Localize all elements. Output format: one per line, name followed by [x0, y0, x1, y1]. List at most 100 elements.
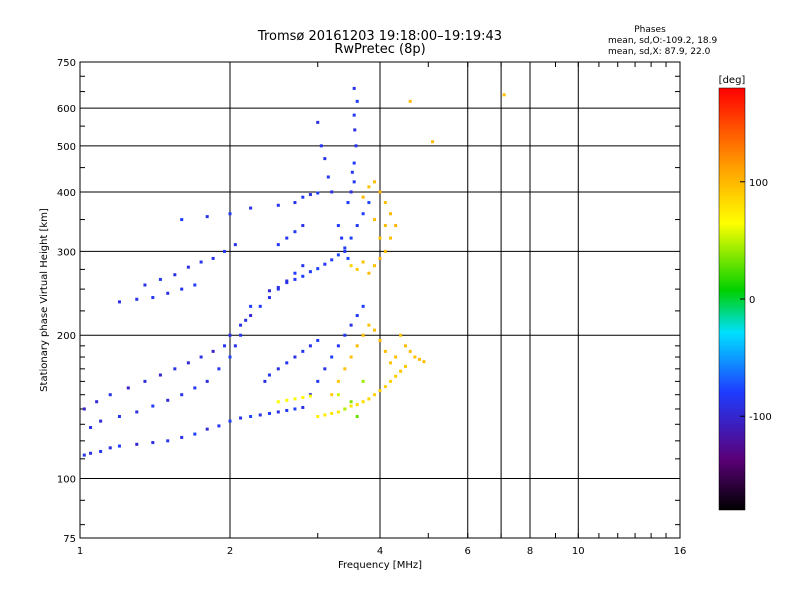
data-point — [336, 379, 340, 383]
data-point — [249, 304, 253, 308]
info-heading: Phases — [634, 25, 666, 35]
data-point — [223, 249, 227, 253]
data-point — [361, 333, 365, 337]
data-point — [502, 93, 506, 97]
data-point — [301, 224, 305, 228]
data-point — [373, 393, 377, 397]
data-point — [180, 393, 184, 397]
data-point — [239, 416, 243, 420]
data-point — [349, 264, 353, 268]
data-point — [355, 99, 359, 103]
data-point — [285, 398, 289, 402]
data-point — [293, 355, 297, 359]
data-point — [89, 451, 93, 455]
title-line2: RwPretec (8p) — [334, 42, 425, 57]
data-point — [166, 398, 170, 402]
data-point — [367, 397, 371, 401]
data-point — [276, 410, 280, 414]
data-point — [336, 410, 340, 414]
info-line-x: mean, sd,X: 87.9, 22.0 — [608, 47, 711, 57]
y-tick-label: 300 — [57, 247, 76, 258]
data-point — [378, 389, 382, 393]
data-point — [336, 393, 340, 397]
data-point — [276, 287, 280, 291]
data-point — [361, 304, 365, 308]
data-point — [399, 333, 403, 337]
data-point — [99, 449, 103, 453]
data-point — [301, 349, 305, 353]
data-point — [158, 277, 162, 281]
data-point — [308, 270, 312, 274]
data-point — [422, 360, 426, 364]
data-point — [285, 361, 289, 365]
data-point — [389, 212, 393, 216]
data-point — [349, 404, 353, 408]
data-point — [117, 300, 121, 304]
info-line-o: mean, sd,O:-109.2, 18.9 — [608, 36, 718, 46]
data-point — [389, 361, 393, 365]
data-point — [249, 206, 253, 210]
data-point — [239, 323, 243, 327]
data-point — [301, 264, 305, 268]
data-point — [267, 373, 271, 377]
data-point — [383, 201, 387, 205]
y-tick-label: 75 — [63, 534, 76, 545]
data-point — [355, 224, 359, 228]
data-point — [217, 367, 221, 371]
data-point — [349, 323, 353, 327]
data-point — [223, 344, 227, 348]
data-point — [355, 267, 359, 271]
data-point — [383, 349, 387, 353]
data-point — [349, 236, 353, 240]
data-point — [336, 253, 340, 257]
data-point — [308, 193, 312, 197]
data-point — [343, 367, 347, 371]
data-point — [267, 411, 271, 415]
colorbar-label: [deg] — [719, 75, 746, 86]
data-point — [293, 397, 297, 401]
data-point — [82, 453, 86, 457]
data-point — [355, 314, 359, 318]
data-point — [228, 355, 232, 359]
plot-frame — [79, 61, 681, 539]
data-point — [316, 414, 320, 418]
data-point — [361, 400, 365, 404]
data-point — [349, 400, 353, 404]
data-point — [361, 260, 365, 264]
data-point — [205, 379, 209, 383]
data-point — [361, 379, 365, 383]
data-point — [367, 323, 371, 327]
data-point — [217, 424, 221, 428]
data-point — [117, 414, 121, 418]
data-point — [276, 203, 280, 207]
data-point — [367, 271, 371, 275]
data-point — [205, 215, 209, 219]
data-point — [330, 393, 334, 397]
data-point — [239, 333, 243, 337]
data-point — [285, 408, 289, 412]
data-point — [353, 128, 357, 132]
y-tick-label: 750 — [57, 58, 76, 69]
data-point — [186, 361, 190, 365]
data-point — [383, 224, 387, 228]
plot-area: 1 2 4 6 8 10 16 75 100 200 300 400 500 600 750 Frequenc… — [39, 58, 686, 571]
data-point — [228, 212, 232, 216]
data-point — [89, 425, 93, 429]
data-point — [82, 407, 86, 411]
data-point — [349, 190, 353, 194]
data-point — [285, 236, 289, 240]
data-point — [166, 439, 170, 443]
data-point — [403, 344, 407, 348]
data-point — [408, 349, 412, 353]
x-axis-label: Frequency [MHz] — [338, 560, 422, 571]
data-point — [378, 338, 382, 342]
data-point — [117, 444, 121, 448]
data-point — [180, 287, 184, 291]
data-point — [367, 201, 371, 205]
data-point — [394, 224, 398, 228]
data-point — [373, 180, 377, 184]
data-point — [330, 411, 334, 415]
data-point — [343, 407, 347, 411]
data-point — [316, 267, 320, 271]
data-point — [228, 333, 232, 337]
